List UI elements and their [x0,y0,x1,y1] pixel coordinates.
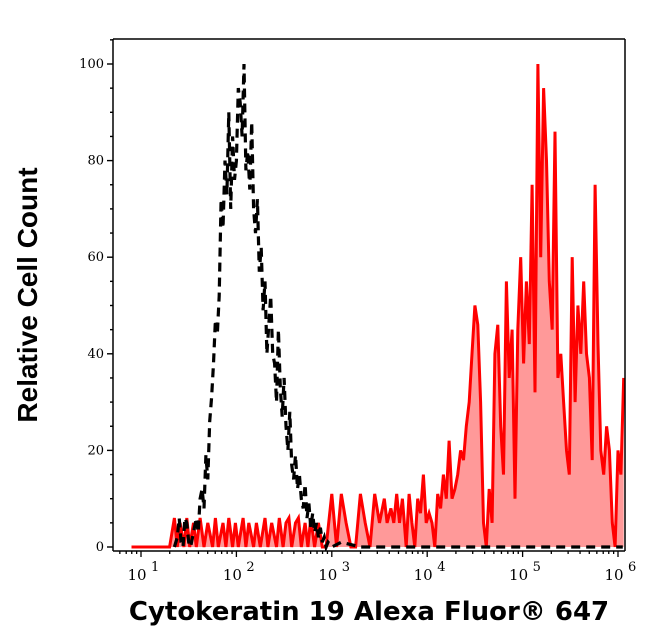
stained-histogram-line [131,63,625,549]
svg-text:10: 10 [318,566,337,584]
svg-text:5: 5 [533,560,541,575]
svg-text:6: 6 [628,560,636,575]
y-tick-label: 80 [87,154,104,169]
x-tick-label: 10 4 [414,560,446,584]
svg-text:10: 10 [414,566,433,584]
x-tick-label: 10 3 [318,560,350,584]
histogram-line-layer [131,63,625,551]
y-tick-label: 60 [87,250,104,265]
svg-text:4: 4 [437,560,445,575]
plot-frame [112,38,626,552]
svg-text:10: 10 [127,566,146,584]
svg-text:10: 10 [604,566,623,584]
y-tick-label: 100 [79,57,104,72]
svg-text:1: 1 [151,560,159,575]
control-histogram-line [172,63,623,551]
y-tick-label: 0 [96,540,104,555]
x-tick-label: 10 6 [604,560,636,584]
y-tick-label: 20 [87,443,104,458]
x-tick-label: 10 5 [509,560,541,584]
x-axis-ticks: 10 1 10 2 10 3 10 4 10 5 10 6 [119,551,636,584]
svg-text:3: 3 [342,560,350,575]
y-axis-title: Relative Cell Count [12,167,43,423]
y-axis-ticks: 0 20 40 60 80 100 [79,39,113,555]
svg-text:2: 2 [246,560,254,575]
x-axis-title: Cytokeratin 19 Alexa Fluor® 647 [128,597,610,627]
y-tick-label: 40 [87,347,104,362]
svg-text:10: 10 [509,566,528,584]
svg-text:10: 10 [223,566,242,584]
x-tick-label: 10 1 [127,560,159,584]
x-tick-label: 10 2 [223,560,255,584]
